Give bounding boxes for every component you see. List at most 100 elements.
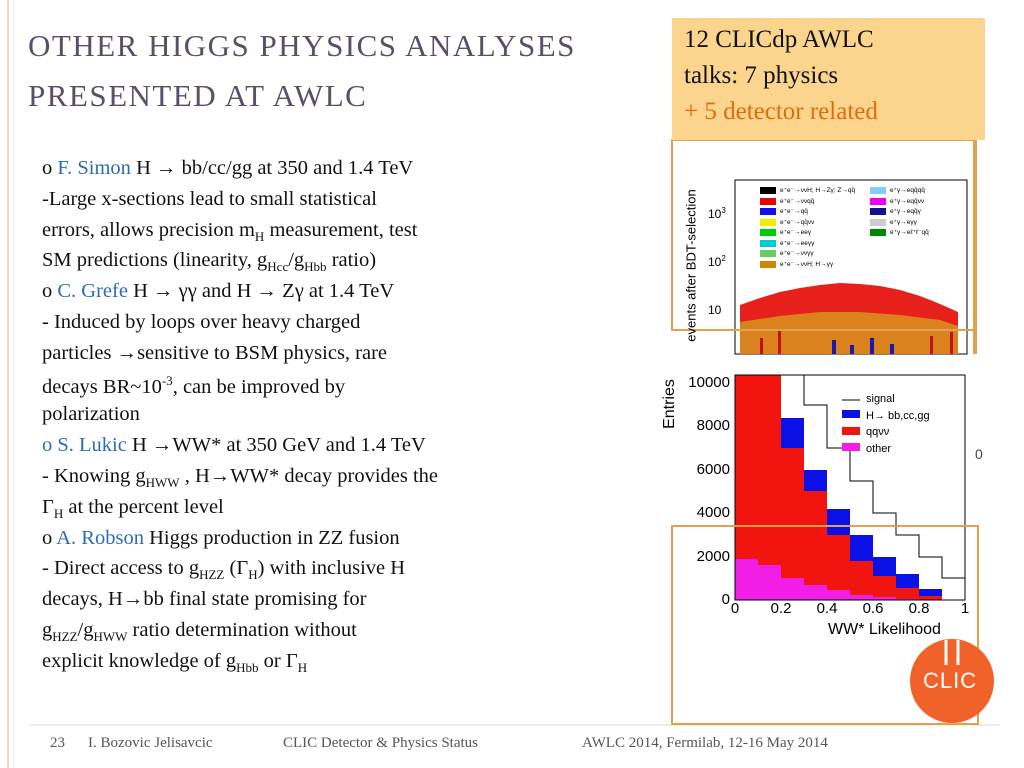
text-run: o	[42, 434, 58, 457]
callout-line: + 5 detector related	[684, 98, 878, 125]
text-run: -Large x-sections lead to small statisti…	[42, 187, 377, 210]
legend-swatch	[760, 218, 776, 226]
legend-label: e⁺e⁻→ννγγ	[780, 250, 814, 257]
legend-swatch	[870, 229, 886, 236]
y-tick-label: 103	[708, 206, 726, 221]
y-axis-label: events after BDT-selection	[683, 189, 699, 342]
text-run: H	[254, 228, 265, 244]
legend-label: e⁺e⁻→ννH; H→Zγ; Z→qq̄	[780, 187, 856, 194]
y-tick-label: 8000	[696, 417, 730, 435]
legend-swatch	[760, 239, 776, 247]
legend-label: e⁺γ→eqq̄γ	[890, 208, 921, 215]
legend-swatch	[760, 197, 776, 205]
body-line: particles →sensitive to BSM physics, rar…	[42, 342, 387, 365]
x-axis-label: WW* Likelihood	[828, 621, 941, 638]
logo-text: CLIC	[923, 668, 978, 693]
text-run: -3	[161, 372, 173, 388]
body-line: o C. Grefe H → γγ and H → Zγ at 1.4 TeV	[42, 280, 394, 303]
text-run: particles →sensitive to BSM physics, rar…	[42, 341, 388, 364]
legend-label: qqνν	[866, 426, 890, 438]
text-run: explicit knowledge of g	[42, 649, 237, 672]
text-run: H	[297, 659, 308, 675]
text-run: H → γγ and H → Zγ at 1.4 TeV	[127, 280, 395, 303]
footer-talk: CLIC Detector & Physics Status	[283, 735, 478, 751]
text-run: polarization	[42, 403, 140, 426]
text-run: S. Lukic	[57, 434, 127, 457]
text-run: , H→WW* decay provides the	[179, 465, 439, 487]
text-run: decays, H→bb final state promising for	[42, 588, 367, 611]
legend-label: e⁺e⁻→ννqq̄	[780, 197, 815, 205]
x-tick-label: 0.8	[908, 600, 930, 617]
text-run: HZZ	[199, 567, 225, 583]
x-tick-label: 0.2	[770, 600, 792, 617]
x-tick-label: 0.6	[862, 600, 884, 617]
y-tick-label: 102	[708, 254, 726, 269]
body-line: o F. Simon H → bb/cc/gg at 350 and 1.4 T…	[42, 157, 413, 180]
text-run: , can be improved by	[172, 375, 346, 398]
y-tick-label: 10	[708, 302, 721, 317]
legend-swatch	[870, 197, 886, 205]
y-tick-label: 10000	[688, 374, 730, 391]
footer-page: 23	[50, 735, 65, 751]
legend-swatch	[760, 229, 776, 236]
body-line: decays BR~10-3, can be improved by	[42, 373, 345, 399]
x-tick-label: 0	[730, 600, 740, 617]
legend-label: e⁺e⁻→ννH; H→γγ	[780, 260, 834, 268]
footer-author: I. Bozovic Jelisavcic	[88, 735, 213, 751]
text-run: ratio)	[326, 249, 377, 272]
text-run: HZZ	[52, 629, 78, 645]
text-run: (Γ	[224, 557, 249, 580]
y-tick-label: 4000	[696, 504, 730, 522]
text-run: F. Simon	[57, 157, 131, 179]
x-tick-label: 1	[960, 600, 970, 617]
text-run: HWW	[93, 629, 128, 645]
body-line: SM predictions (linearity, gHcc/gHbb rat…	[42, 249, 376, 275]
callout-box: 12 CLICdp AWLC talks: 7 physics + 5 detect…	[672, 18, 985, 140]
body-line: -Large x-sections lead to small statisti…	[42, 188, 377, 211]
title-line: PRESENTED AT AWLC	[28, 78, 368, 113]
legend-swatch	[760, 187, 776, 194]
text-run: Hcc	[267, 259, 289, 275]
legend-swatch	[760, 260, 776, 268]
x-tick-label: 0.4	[816, 600, 838, 617]
plot-fragment: 0	[975, 446, 983, 462]
legend-label: H→ bb,cc,gg	[866, 409, 930, 422]
text-run: ratio determination without	[127, 619, 357, 641]
body-line: gHZZ/gHWW ratio determination without	[42, 619, 357, 645]
text-run: - Induced by loops over heavy charged	[42, 311, 361, 333]
body-line: - Induced by loops over heavy charged	[42, 311, 360, 334]
legend-swatch	[870, 208, 886, 215]
text-run: g	[42, 619, 53, 641]
body-line: o A. Robson Higgs production in ZZ fusio…	[42, 527, 400, 550]
text-run: HWW	[145, 475, 180, 491]
tick-base: 10	[708, 303, 722, 317]
legend-label: e⁺γ→eqq̄qq̄	[890, 187, 925, 194]
legend-label: signal	[866, 393, 895, 405]
text-run: C. Grefe	[57, 280, 128, 303]
legend-swatch	[870, 218, 886, 226]
text-run: SM predictions (linearity, g	[42, 249, 268, 272]
callout-line: talks: 7 physics	[684, 62, 839, 89]
text-run: errors, allows precision m	[42, 218, 255, 241]
legend-label: e⁺γ→eℓ⁺ℓ⁻qq̄	[890, 229, 929, 236]
text-run: Higgs production in ZZ fusion	[143, 526, 400, 549]
legend-label: other	[866, 442, 892, 455]
text-run: - Direct access to g	[42, 557, 200, 580]
text-run: - Knowing g	[42, 465, 146, 487]
y-axis-label: Entries	[661, 379, 678, 429]
legend-label: e⁺e⁻→qq̄	[780, 208, 808, 215]
text-run: Hbb	[236, 659, 259, 675]
text-run: H → bb/cc/gg at 350 and 1.4 TeV	[130, 157, 414, 179]
tick-base: 10	[708, 255, 722, 269]
legend-label: e⁺e⁻→qq̄νν	[780, 218, 815, 226]
text-run: H	[53, 505, 64, 521]
body-line: polarization	[42, 403, 140, 426]
text-run: H	[248, 567, 258, 583]
body-line: o S. Lukic H →WW* at 350 GeV and 1.4 TeV	[42, 434, 426, 457]
text-run: Γ	[42, 495, 54, 518]
text-run: o	[42, 157, 58, 179]
legend-swatch	[760, 208, 776, 215]
text-run: /g	[288, 249, 305, 272]
text-run: measurement, test	[264, 218, 418, 241]
body-line: - Knowing gHWW , H→WW* decay provides th…	[42, 465, 438, 491]
